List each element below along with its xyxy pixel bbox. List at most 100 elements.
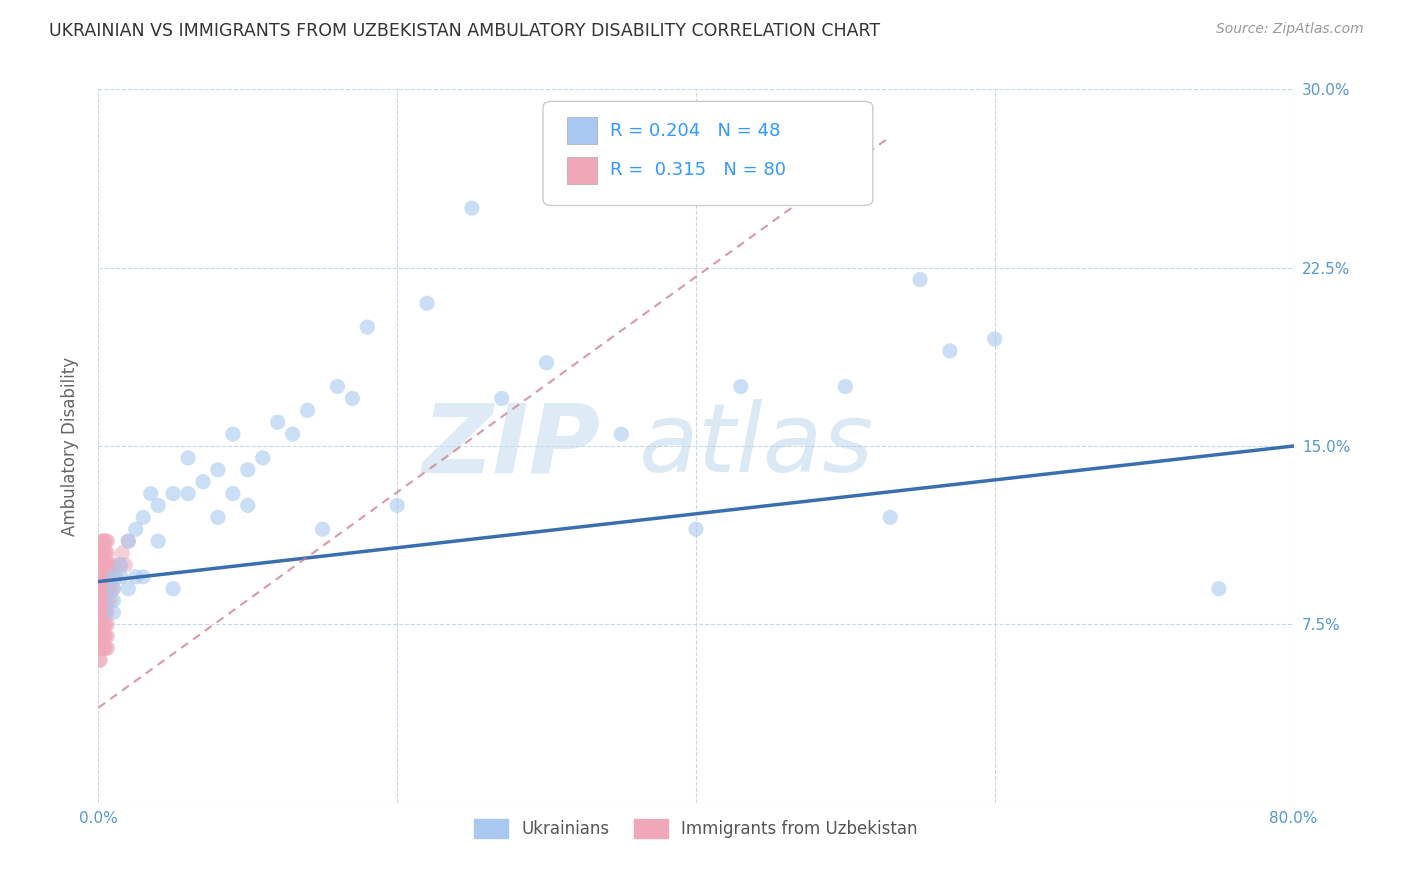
Bar <box>567 117 596 145</box>
Point <box>89 546 111 560</box>
Point <box>91 629 114 643</box>
Point <box>281 427 304 442</box>
Point <box>96 629 118 643</box>
Point <box>326 379 349 393</box>
Point <box>93 534 115 549</box>
Point <box>177 450 200 465</box>
Point <box>730 379 752 393</box>
Point <box>177 486 200 500</box>
Point <box>96 617 118 632</box>
Point <box>91 606 114 620</box>
Point <box>94 629 117 643</box>
Point <box>90 582 112 596</box>
Point <box>93 617 115 632</box>
Point <box>222 486 245 500</box>
Point <box>610 427 633 442</box>
Point <box>94 617 117 632</box>
Point <box>90 558 112 572</box>
Point <box>132 510 155 524</box>
Point <box>491 392 513 406</box>
Point <box>105 570 128 584</box>
Legend: Ukrainians, Immigrants from Uzbekistan: Ukrainians, Immigrants from Uzbekistan <box>468 812 924 845</box>
Point <box>416 296 439 310</box>
Point <box>89 653 111 667</box>
Point <box>91 617 114 632</box>
Point <box>89 582 111 596</box>
Point <box>90 617 112 632</box>
Point <box>98 582 122 596</box>
Point <box>89 593 111 607</box>
Point <box>91 593 114 607</box>
Point <box>297 403 319 417</box>
Point <box>236 499 259 513</box>
Text: Source: ZipAtlas.com: Source: ZipAtlas.com <box>1216 22 1364 37</box>
Point <box>94 570 117 584</box>
Point <box>103 558 125 572</box>
Point <box>94 558 117 572</box>
Point <box>91 582 114 596</box>
Point <box>94 534 117 549</box>
Point <box>89 593 111 607</box>
Point <box>536 356 558 370</box>
Point <box>908 272 931 286</box>
Point <box>94 593 117 607</box>
Point <box>89 629 111 643</box>
FancyBboxPatch shape <box>543 102 873 205</box>
Point <box>90 570 112 584</box>
Point <box>94 582 117 596</box>
Point <box>89 570 111 584</box>
Point <box>207 463 229 477</box>
Point <box>91 558 114 572</box>
Point <box>236 463 259 477</box>
Point <box>89 617 111 632</box>
Point <box>685 522 707 536</box>
Point <box>89 641 111 656</box>
Point <box>93 570 115 584</box>
Point <box>90 534 112 549</box>
Point <box>91 570 114 584</box>
Point <box>89 641 111 656</box>
Point <box>90 606 112 620</box>
Point <box>90 629 112 643</box>
Point <box>91 641 114 656</box>
Text: R =  0.315   N = 80: R = 0.315 N = 80 <box>610 161 786 178</box>
Text: R = 0.204   N = 48: R = 0.204 N = 48 <box>610 121 780 139</box>
Point <box>103 582 125 596</box>
Point <box>117 534 139 549</box>
Point <box>96 593 118 607</box>
Point <box>834 379 856 393</box>
Text: atlas: atlas <box>638 400 873 492</box>
Point <box>90 546 112 560</box>
Point <box>98 558 122 572</box>
Point <box>125 522 148 536</box>
Point <box>96 606 118 620</box>
Point <box>96 534 118 549</box>
Point <box>222 427 245 442</box>
Point <box>96 582 118 596</box>
Point <box>108 558 131 572</box>
Point <box>89 617 111 632</box>
Point <box>342 392 364 406</box>
Point <box>90 641 112 656</box>
Point <box>93 593 115 607</box>
Point <box>114 558 136 572</box>
Point <box>311 522 333 536</box>
Point <box>89 653 111 667</box>
Point <box>93 606 115 620</box>
Point <box>90 593 112 607</box>
Point <box>125 570 148 584</box>
Point <box>89 606 111 620</box>
Point <box>162 582 184 596</box>
Point <box>139 486 162 500</box>
Point <box>207 510 229 524</box>
Point <box>356 320 378 334</box>
Point <box>267 415 290 429</box>
Point <box>93 629 115 643</box>
Point <box>93 582 115 596</box>
Point <box>98 593 122 607</box>
Point <box>117 582 139 596</box>
Y-axis label: Ambulatory Disability: Ambulatory Disability <box>60 357 79 535</box>
Point <box>461 201 484 215</box>
Point <box>103 606 125 620</box>
Point <box>89 546 111 560</box>
